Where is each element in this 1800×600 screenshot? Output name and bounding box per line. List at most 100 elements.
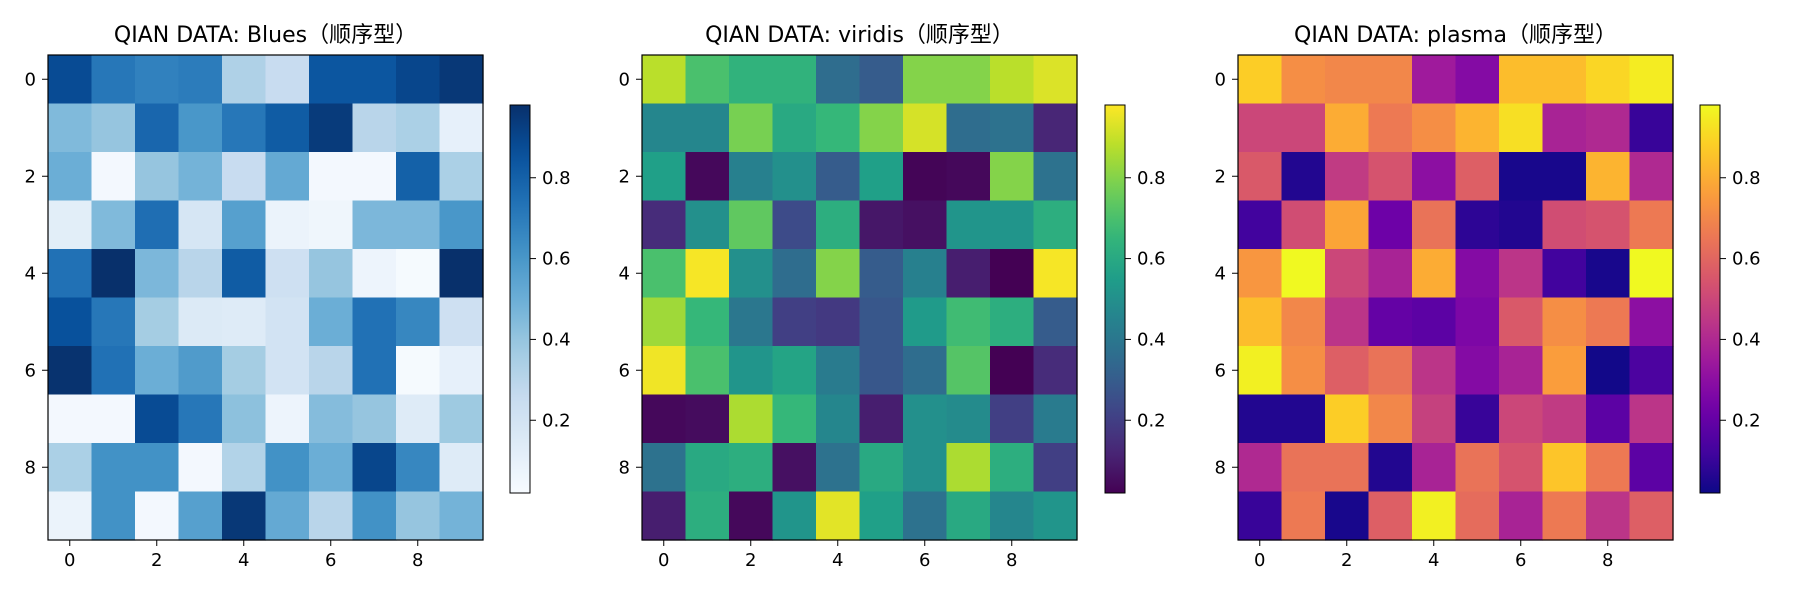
heatmap-cell: [816, 394, 861, 444]
plot-frame: [641, 54, 1078, 541]
heatmap-cell: [265, 394, 310, 444]
heatmap-cell: [729, 55, 774, 105]
heatmap-panel-plasma: QIAN DATA: plasma（顺序型） 0 2 4 6 8 0 2 4 6 8 0.2 0.4 0.…: [1215, 23, 1761, 571]
heatmap-cell: [178, 249, 223, 299]
heatmap-cell: [1455, 249, 1500, 299]
heatmap-cell: [1033, 103, 1078, 153]
heatmap-cell: [135, 249, 180, 299]
heatmap-cell: [1499, 152, 1544, 202]
heatmap-cell: [1412, 103, 1457, 153]
heatmap-cell: [903, 346, 948, 396]
heatmap-cell: [816, 249, 861, 299]
heatmap-cell: [772, 103, 817, 153]
heatmap-cell: [1238, 297, 1283, 347]
heatmap-cell: [309, 297, 354, 347]
heatmap-cell: [990, 443, 1035, 493]
heatmap-cell: [642, 394, 687, 444]
heatmap-cell: [439, 297, 484, 347]
heatmap-cell: [265, 249, 310, 299]
x-tick-label: 6: [1515, 550, 1526, 571]
heatmap-cell: [816, 200, 861, 250]
colorbar-tick-label: 0.8: [1137, 168, 1166, 189]
heatmap-cell: [1412, 249, 1457, 299]
heatmap-cell: [946, 443, 991, 493]
heatmap-cell: [946, 346, 991, 396]
heatmap-cell: [1542, 152, 1587, 202]
heatmap-cell: [990, 346, 1035, 396]
y-tick-label: 2: [25, 166, 36, 187]
heatmap-cell: [265, 103, 310, 153]
colorbar-tick-label: 0.6: [542, 249, 571, 270]
heatmap-cell: [91, 152, 136, 202]
heatmap-cell: [439, 103, 484, 153]
heatmap-cell: [1586, 55, 1631, 105]
heatmap-cell: [1368, 346, 1413, 396]
x-tick-label: 6: [325, 550, 336, 571]
heatmap-cell: [903, 152, 948, 202]
heatmap-cell: [642, 297, 687, 347]
colorbar-tick-label: 0.4: [542, 329, 571, 350]
heatmap-cell: [352, 152, 397, 202]
heatmap-cell: [903, 200, 948, 250]
heatmap-cell: [1629, 297, 1674, 347]
heatmap-cell: [222, 297, 267, 347]
heatmap-cell: [772, 297, 817, 347]
heatmap-cell: [135, 103, 180, 153]
heatmap-cell: [1499, 55, 1544, 105]
heatmap-cell: [439, 346, 484, 396]
heatmap-cell: [1629, 346, 1674, 396]
heatmap-cell: [1542, 394, 1587, 444]
heatmap-cell: [1542, 249, 1587, 299]
heatmap-cell: [1368, 394, 1413, 444]
heatmap-cell: [859, 346, 904, 396]
heatmap-cell: [1412, 394, 1457, 444]
heatmap-cell: [1586, 297, 1631, 347]
heatmap-cell: [1281, 394, 1326, 444]
heatmap-cell: [352, 297, 397, 347]
heatmap-cell: [772, 249, 817, 299]
heatmap-cell: [1586, 491, 1631, 541]
heatmap-cell: [439, 249, 484, 299]
heatmap-cell: [91, 491, 136, 541]
heatmap-cell: [1033, 249, 1078, 299]
heatmap-cell: [816, 491, 861, 541]
heatmap-cell: [265, 152, 310, 202]
heatmap-cell: [1499, 491, 1544, 541]
heatmap-cell: [729, 346, 774, 396]
heatmap-cell: [48, 200, 93, 250]
heatmap-cell: [178, 103, 223, 153]
heatmap-cell: [729, 491, 774, 541]
heatmap-cell: [642, 491, 687, 541]
heatmap-cell: [685, 443, 730, 493]
heatmap-cell: [222, 103, 267, 153]
heatmap-cell: [1033, 200, 1078, 250]
heatmap-cell: [729, 249, 774, 299]
heatmap-cell: [816, 297, 861, 347]
heatmap-cell: [1368, 103, 1413, 153]
heatmap-cell: [352, 394, 397, 444]
heatmap-cell: [1412, 55, 1457, 105]
heatmap-cell: [1281, 55, 1326, 105]
y-tick-label: 0: [25, 69, 36, 90]
heatmap-cell: [729, 443, 774, 493]
colorbar-tick-label: 0.4: [1732, 329, 1761, 350]
heatmap-cell: [1325, 394, 1370, 444]
heatmap-cell: [48, 55, 93, 105]
x-tick-label: 8: [412, 550, 423, 571]
heatmap-cell: [91, 249, 136, 299]
heatmap-cell: [1281, 297, 1326, 347]
heatmap-cell: [396, 103, 441, 153]
heatmap-cell: [1238, 249, 1283, 299]
heatmap-cell: [685, 152, 730, 202]
x-tick-label: 0: [1254, 550, 1265, 571]
heatmap-cell: [990, 55, 1035, 105]
heatmap-cell: [1033, 152, 1078, 202]
heatmap-panel-viridis: QIAN DATA: viridis（顺序型） 0 2 4 6 8 0 2 4 6 8 0.2 0.4 0…: [619, 23, 1166, 571]
heatmap-cell: [352, 103, 397, 153]
heatmap-cell: [1412, 297, 1457, 347]
heatmap-cell: [222, 152, 267, 202]
heatmap-cell: [859, 103, 904, 153]
x-tick-label: 8: [1602, 550, 1613, 571]
heatmap-cell: [396, 249, 441, 299]
heatmap-cell: [135, 491, 180, 541]
